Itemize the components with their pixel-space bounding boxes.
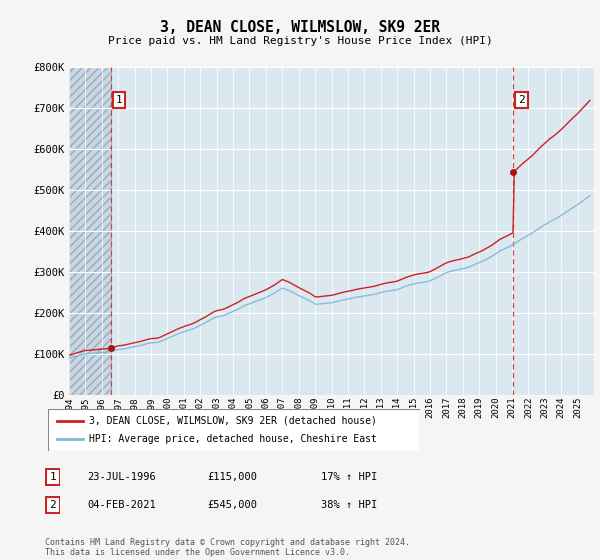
Text: HPI: Average price, detached house, Cheshire East: HPI: Average price, detached house, Ches… [89,434,377,444]
Bar [69,67,111,395]
FancyBboxPatch shape [46,497,59,513]
Text: 04-FEB-2021: 04-FEB-2021 [87,500,156,510]
Text: 2: 2 [49,500,56,510]
Text: 3, DEAN CLOSE, WILMSLOW, SK9 2ER (detached house): 3, DEAN CLOSE, WILMSLOW, SK9 2ER (detach… [89,416,377,426]
Text: Price paid vs. HM Land Registry's House Price Index (HPI): Price paid vs. HM Land Registry's House … [107,36,493,46]
Text: 2: 2 [518,95,525,105]
Text: 3, DEAN CLOSE, WILMSLOW, SK9 2ER: 3, DEAN CLOSE, WILMSLOW, SK9 2ER [160,20,440,35]
Text: 17% ↑ HPI: 17% ↑ HPI [321,472,377,482]
Text: £545,000: £545,000 [207,500,257,510]
Text: 1: 1 [116,95,122,105]
Text: £115,000: £115,000 [207,472,257,482]
Text: 38% ↑ HPI: 38% ↑ HPI [321,500,377,510]
Bar [69,67,111,395]
Text: Contains HM Land Registry data © Crown copyright and database right 2024.
This d: Contains HM Land Registry data © Crown c… [45,538,410,557]
Text: 1: 1 [49,472,56,482]
Text: 23-JUL-1996: 23-JUL-1996 [87,472,156,482]
FancyBboxPatch shape [48,409,420,451]
FancyBboxPatch shape [46,469,59,485]
